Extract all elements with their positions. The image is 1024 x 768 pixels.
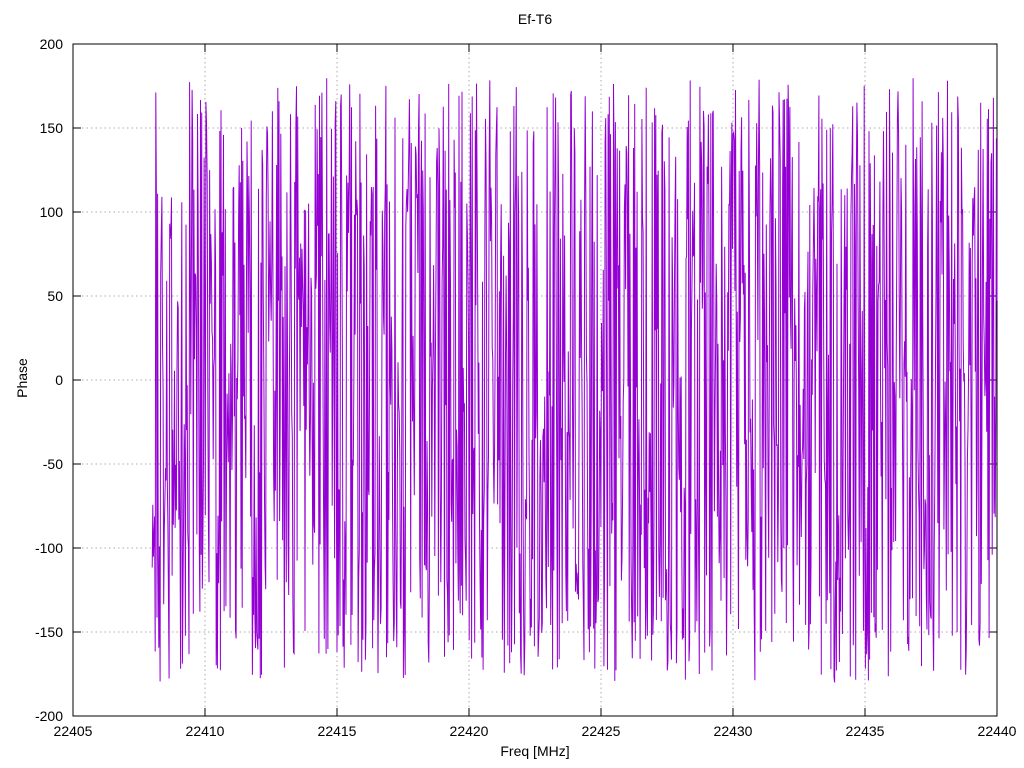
y-tick-label: 150 [40,120,64,136]
y-tick-label: 200 [40,36,64,52]
phase-trace [151,78,998,683]
y-tick-label: -200 [35,708,63,724]
plot-border [72,43,998,717]
y-tick-label: 0 [55,372,63,388]
x-tick-label: 22410 [186,723,225,739]
y-tick-label: 100 [40,204,64,220]
x-tick-label: 22435 [846,723,885,739]
x-axis-label: Freq [MHz] [500,743,570,759]
x-tick-label: 22420 [450,723,489,739]
x-tick-label: 22425 [582,723,621,739]
x-tick-label: 22440 [978,723,1017,739]
y-tick-label: 50 [47,288,63,304]
x-tick-label: 22430 [714,723,753,739]
y-tick-label: -150 [35,624,63,640]
y-tick-label: -50 [43,456,63,472]
chart-title: Ef-T6 [517,11,553,27]
x-tick-label: 22405 [54,723,93,739]
y-tick-label: -100 [35,540,63,556]
x-tick-label: 22415 [318,723,357,739]
